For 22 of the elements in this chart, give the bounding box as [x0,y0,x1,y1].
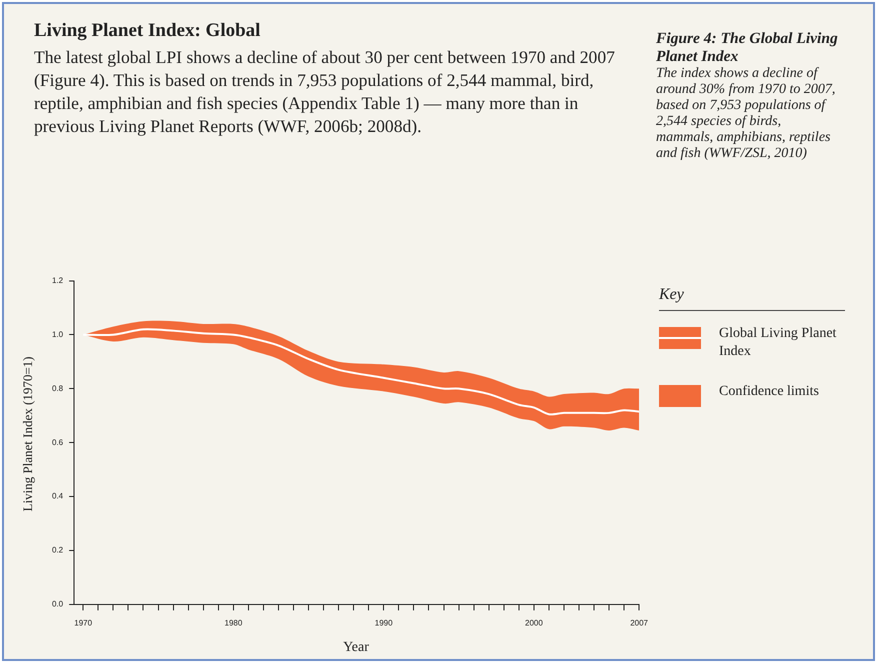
y-tick-label: 0.0 [52,600,64,609]
x-tick-label: 1990 [374,618,394,628]
y-tick-label: 0.4 [52,492,64,501]
chart-title: Living Planet Index: Global [34,20,260,42]
x-tick-label: 2007 [630,618,649,628]
x-axis-title: Year [343,640,369,656]
x-tick-label: 2000 [525,618,544,628]
y-axis-title: Living Planet Index (1970=1) [20,356,36,512]
x-tick-label: 1970 [74,618,93,628]
legend-title: Key [659,286,845,311]
chart-subtitle: The latest global LPI shows a decline of about 30 per cent between 1970 and 2007 (Figure 4). This is based on trends in 7,953 populations of 2,544 mammal, bird, reptile, amphibian and fish species (Appendix Table 1) — many more than in previous Living Planet Reports (WWF, 2006b; 2008d). [34,46,616,138]
x-tick-label: 1980 [224,618,243,628]
y-tick-label: 0.6 [52,438,64,447]
legend-label: Global Living Planet Index [719,325,838,361]
line-series [82,328,640,416]
y-tick-label: 0.8 [52,384,64,393]
y-tick-label: 0.2 [52,546,64,555]
legend-label: Confidence limits [719,383,820,401]
y-tick-label: 1.2 [52,276,64,286]
text: The index shows a decline of around 30% from 1970 to 2007, based on 7,953 populations of 2,544 species of birds, mammals, amphibians, reptiles and fish (WWF/ZSL, 2010) [656,66,836,162]
y-tick-label: 1.0 [52,330,64,339]
caption: Figure 4: The Global Living Planet Index [656,30,838,66]
